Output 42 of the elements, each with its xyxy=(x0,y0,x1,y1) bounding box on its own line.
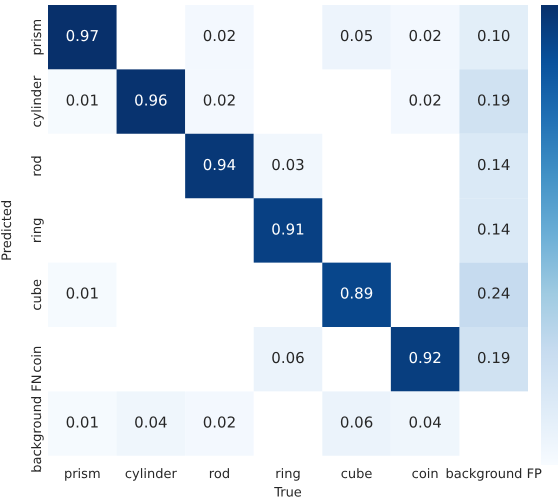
x-tick-label: rod xyxy=(208,466,230,482)
data-label: 0.02 xyxy=(408,91,442,110)
data-label: 0.06 xyxy=(271,349,305,368)
data-label: 0.04 xyxy=(134,413,168,432)
data-label: 0.01 xyxy=(66,91,99,110)
data-label: 0.02 xyxy=(408,27,442,46)
data-label: 0.01 xyxy=(66,284,99,303)
x-tick-label: ring xyxy=(275,466,301,482)
y-tick-label: background FN xyxy=(30,374,45,473)
data-label: 0.06 xyxy=(340,413,374,432)
data-label: 0.02 xyxy=(202,27,236,46)
x-tick-label: background FP xyxy=(446,466,542,482)
data-label: 0.19 xyxy=(477,91,510,110)
y-tick-label: cube xyxy=(30,278,45,311)
x-tick-label: prism xyxy=(64,466,101,482)
data-label: 0.03 xyxy=(271,156,305,174)
data-label: 0.01 xyxy=(66,413,99,432)
data-label: 0.92 xyxy=(408,349,442,368)
data-label: 0.02 xyxy=(202,91,236,110)
y-axis-title: Predicted xyxy=(0,200,16,261)
x-tick-label: coin xyxy=(412,466,439,482)
data-label: 0.19 xyxy=(477,349,510,368)
data-label: 0.02 xyxy=(202,413,236,432)
data-label: 0.24 xyxy=(477,284,510,303)
data-label: 0.14 xyxy=(477,220,510,238)
y-tick-label: rod xyxy=(30,155,45,177)
y-tick-label: prism xyxy=(30,18,45,56)
data-label: 0.91 xyxy=(271,220,305,238)
data-label: 0.94 xyxy=(202,156,236,174)
y-tick-label: cylinder xyxy=(30,75,45,128)
x-axis-title: True xyxy=(273,486,302,501)
y-tick-label: coin xyxy=(30,346,45,373)
x-tick-label: cylinder xyxy=(124,466,178,482)
data-label: 0.14 xyxy=(477,156,510,174)
data-label: 0.04 xyxy=(408,413,442,432)
y-tick-label: ring xyxy=(30,218,45,244)
data-label: 0.89 xyxy=(340,284,374,303)
data-label: 0.97 xyxy=(66,27,99,46)
data-label: 0.96 xyxy=(134,91,168,110)
data-label: 0.05 xyxy=(340,27,374,46)
x-tick-label: cube xyxy=(340,466,372,482)
data-label: 0.10 xyxy=(477,27,510,46)
